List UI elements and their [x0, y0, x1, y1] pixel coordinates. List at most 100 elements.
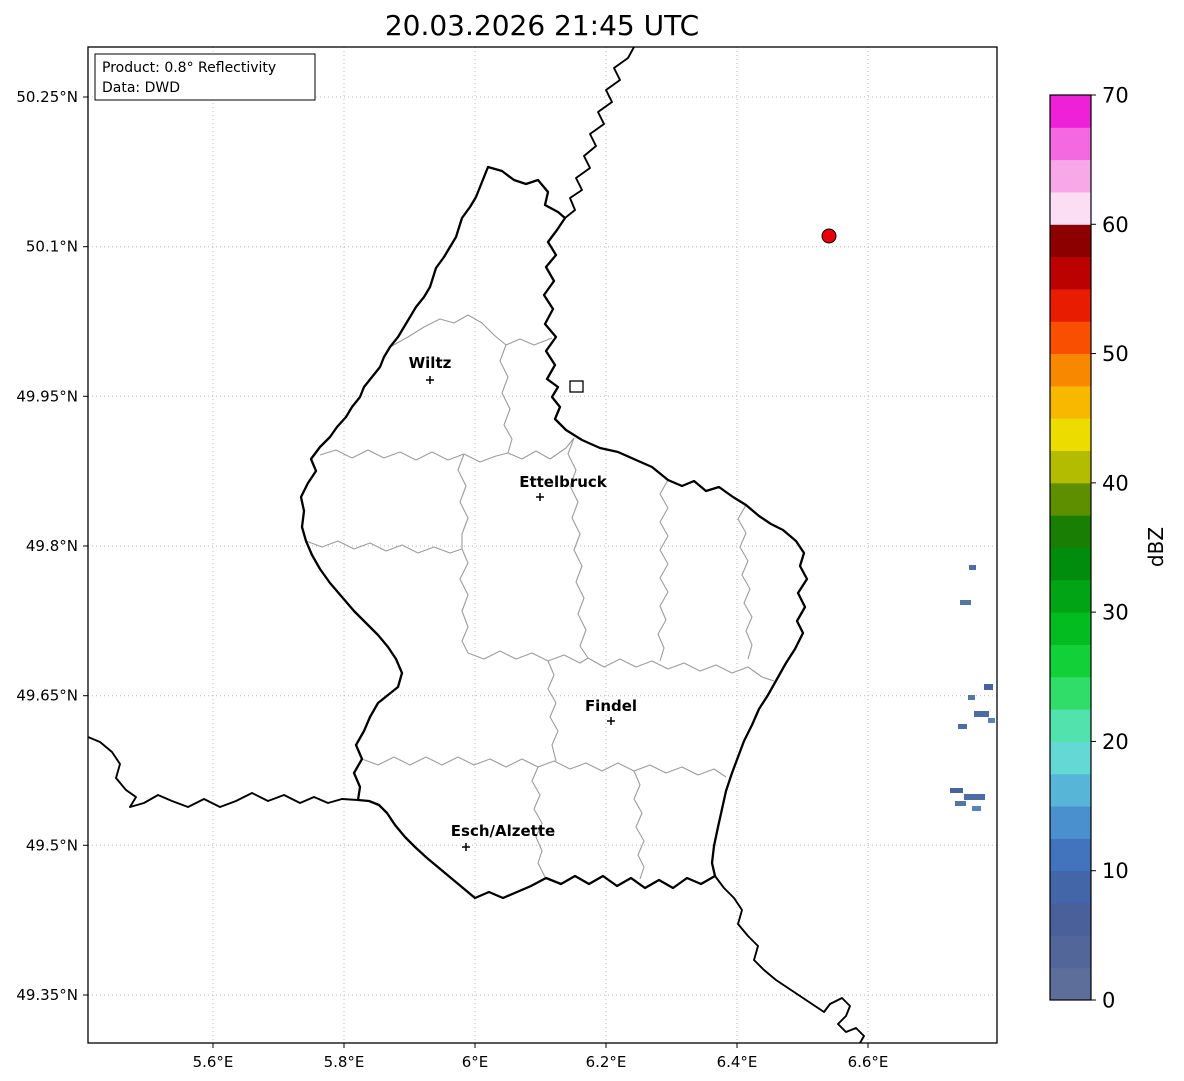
radar-echo-pixel: [974, 711, 989, 717]
city-label: Ettelbruck: [519, 473, 608, 491]
district-borders: [305, 314, 775, 880]
colorbar-segment: [1050, 321, 1091, 355]
colorbar-segment: [1050, 870, 1091, 904]
colorbar-segment: [1050, 838, 1091, 872]
lat-tick-label: 50.1°N: [26, 238, 78, 256]
colorbar-segment: [1050, 515, 1091, 548]
colorbar-tick-label: 40: [1102, 471, 1129, 495]
radar-echo-pixel: [958, 724, 967, 729]
colorbar-tick-label: 10: [1102, 859, 1129, 883]
radar-echo-pixel: [968, 695, 975, 700]
city-label: Esch/Alzette: [451, 822, 555, 840]
country-borders: [88, 47, 865, 1043]
radar-echo-pixel: [988, 718, 995, 723]
colorbar-segment: [1050, 482, 1091, 516]
lat-tick-label: 49.8°N: [26, 537, 78, 555]
colorbar-tick-label: 20: [1102, 730, 1129, 754]
district-border-line: [737, 504, 753, 660]
lon-tick-label: 6.4°E: [717, 1053, 758, 1071]
radar-echo-pixel: [984, 684, 993, 690]
map-area: Wiltz Ettelbruck Findel Esch/Alzette: [88, 47, 995, 1043]
radar-echo-pixel: [955, 801, 966, 806]
france-belgium-border: [88, 736, 359, 808]
border-detail-square: [569, 380, 584, 393]
radar-echo-layer: [950, 565, 995, 811]
district-border-line: [633, 770, 645, 880]
radar-echo-pixel: [960, 600, 971, 605]
city-label: Wiltz: [409, 354, 452, 372]
lat-tick-label: 49.65°N: [16, 687, 78, 705]
district-border-line: [657, 479, 669, 662]
district-border-line: [389, 314, 553, 348]
colorbar-segment: [1050, 709, 1091, 742]
district-border-line: [467, 650, 775, 682]
colorbar-frame: [1049, 94, 1092, 1001]
colorbar-tick-label: 50: [1102, 342, 1129, 366]
radar-echo-pixel: [969, 565, 976, 570]
lon-tick-label: 6°E: [462, 1053, 489, 1071]
longitude-axis: 5.6°E 5.8°E 6°E 6.2°E 6.4°E 6.6°E: [193, 1043, 889, 1071]
district-border-line: [567, 437, 589, 659]
colorbar-segment: [1050, 191, 1091, 225]
plot-frame: [87, 46, 998, 1044]
lat-tick-label: 49.35°N: [16, 986, 78, 1004]
info-box-frame: [94, 53, 316, 101]
colorbar-segment: [1050, 450, 1091, 484]
district-border-line: [499, 344, 513, 454]
colorbar-segment: [1050, 256, 1091, 290]
colorbar-segment: [1050, 806, 1091, 839]
radar-echo-pixel: [964, 794, 985, 800]
colorbar-axis-label: dBZ: [1144, 527, 1168, 567]
colorbar-tick-label: 60: [1102, 213, 1129, 237]
district-border-line: [361, 756, 727, 778]
germany-france-border: [714, 875, 865, 1043]
colorbar-segment: [1050, 935, 1091, 969]
colorbar-tick-label: 70: [1102, 84, 1129, 108]
colorbar-segment: [1050, 353, 1091, 387]
lat-tick-label: 49.95°N: [16, 387, 78, 405]
district-border-line: [319, 437, 575, 463]
colorbar-segment: [1050, 159, 1091, 193]
colorbar-segment: [1050, 967, 1091, 1001]
colorbar-segment: [1050, 676, 1091, 710]
colorbar-segment: [1050, 547, 1091, 581]
colorbar-segment: [1050, 288, 1091, 322]
latitude-axis: 50.25°N 50.1°N 49.95°N 49.8°N 49.65°N 49.5°N 4…: [16, 88, 88, 1004]
lat-tick-label: 49.5°N: [26, 836, 78, 854]
colorbar-segment: [1050, 127, 1091, 161]
city-labels-layer: Wiltz Ettelbruck Findel Esch/Alzette: [409, 354, 637, 851]
luxembourg-border: [299, 165, 809, 900]
belgium-germany-border: [564, 47, 635, 219]
colorbar-segment: [1050, 903, 1091, 936]
district-border-line: [457, 453, 469, 654]
colorbar-segment: [1050, 741, 1091, 775]
city-label: Findel: [585, 697, 637, 715]
colorbar-segment: [1050, 773, 1091, 807]
radar-site-marker: [821, 228, 837, 244]
colorbar-segment: [1050, 224, 1091, 258]
colorbar: 0 10 20 30 40 50 60 70 dBZ: [1049, 84, 1168, 1013]
info-box-data-line: Data: DWD: [102, 80, 180, 96]
lon-tick-label: 6.2°E: [586, 1053, 627, 1071]
district-border-line: [531, 766, 546, 878]
colorbar-segment: [1050, 579, 1091, 613]
radar-echo-pixel: [972, 806, 981, 811]
colorbar-segment: [1050, 385, 1091, 419]
colorbar-tick-label: 0: [1102, 989, 1115, 1013]
radar-echo-pixel: [950, 788, 963, 793]
lon-tick-label: 5.6°E: [193, 1053, 234, 1071]
colorbar-segment: [1050, 418, 1091, 452]
lat-tick-label: 50.25°N: [16, 88, 78, 106]
colorbar-tick-label: 30: [1102, 601, 1129, 625]
colorbar-segment: [1050, 644, 1091, 678]
figure-title: 20.03.2026 21:45 UTC: [385, 9, 699, 42]
lon-tick-label: 5.8°E: [324, 1053, 365, 1071]
colorbar-segment: [1050, 612, 1091, 645]
info-box: Product: 0.8° Reflectivity Data: DWD: [94, 53, 316, 101]
lon-tick-label: 6.6°E: [848, 1053, 889, 1071]
colorbar-segment: [1050, 95, 1091, 128]
map-markers-layer: [821, 228, 837, 244]
gridlines: [88, 47, 997, 1043]
